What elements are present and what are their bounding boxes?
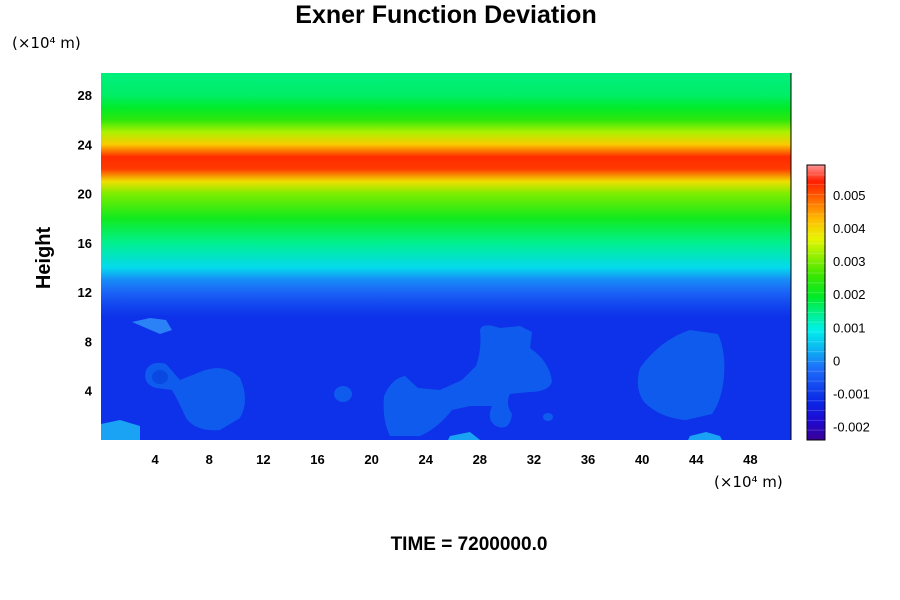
colorbar-tick-label: 0.005 xyxy=(833,188,866,203)
x-tick-label: 8 xyxy=(206,452,213,467)
x-axis-ticks: 4 8 12 16 20 24 28 32 36 40 44 48 xyxy=(152,452,758,467)
y-tick-label: 12 xyxy=(78,285,92,300)
y-tick-label: 28 xyxy=(78,88,92,103)
colorbar-tick-label: 0 xyxy=(833,353,840,368)
time-label: TIME = 7200000.0 xyxy=(391,534,548,555)
chart-title: Exner Function Deviation xyxy=(295,1,596,29)
x-tick-label: 20 xyxy=(364,452,378,467)
low-pressure-region xyxy=(543,413,553,421)
heatmap-blobs xyxy=(101,318,725,440)
colorbar-tick-label: -0.002 xyxy=(833,420,870,435)
x-tick-label: 48 xyxy=(743,452,757,467)
colorbar-ticks: 0.005 0.004 0.003 0.002 0.001 0 -0.001 -0.002 xyxy=(833,188,870,435)
x-tick-label: 40 xyxy=(635,452,649,467)
x-tick-label: 4 xyxy=(152,452,160,467)
y-tick-label: 20 xyxy=(78,187,92,202)
minor-contour xyxy=(132,318,172,334)
low-pressure-region xyxy=(637,330,725,420)
minor-contour xyxy=(688,432,722,440)
colorbar-tick-label: 0.002 xyxy=(833,287,866,302)
x-tick-label: 28 xyxy=(473,452,487,467)
y-tick-label: 16 xyxy=(78,236,92,251)
x-tick-label: 16 xyxy=(310,452,324,467)
colorbar-tick-label: 0.001 xyxy=(833,320,866,335)
y-tick-label: 8 xyxy=(85,334,92,349)
colorbar xyxy=(806,164,826,441)
y-tick-label: 4 xyxy=(85,384,93,399)
low-pressure-core xyxy=(152,370,168,384)
y-axis-ticks: 4 8 12 16 20 24 28 xyxy=(78,88,93,399)
colorbar-tick-label: -0.001 xyxy=(833,387,870,402)
x-tick-label: 36 xyxy=(581,452,595,467)
y-axis-unit: (×10⁴ m) xyxy=(12,34,81,52)
y-axis-label: Height xyxy=(33,227,55,290)
x-tick-label: 32 xyxy=(527,452,541,467)
low-pressure-region xyxy=(334,386,352,402)
y-tick-label: 24 xyxy=(78,137,93,152)
colorbar-tick-label: 0.003 xyxy=(833,254,866,269)
x-tick-label: 12 xyxy=(256,452,270,467)
minor-contour xyxy=(101,420,140,440)
low-pressure-region xyxy=(383,325,552,436)
x-tick-label: 44 xyxy=(689,452,704,467)
minor-contour xyxy=(448,432,480,440)
colorbar-bands xyxy=(807,174,825,431)
colorbar-tick-label: 0.004 xyxy=(833,221,866,236)
x-tick-label: 24 xyxy=(418,452,433,467)
x-axis-unit: (×10⁴ m) xyxy=(714,473,783,491)
low-pressure-region xyxy=(145,362,245,431)
